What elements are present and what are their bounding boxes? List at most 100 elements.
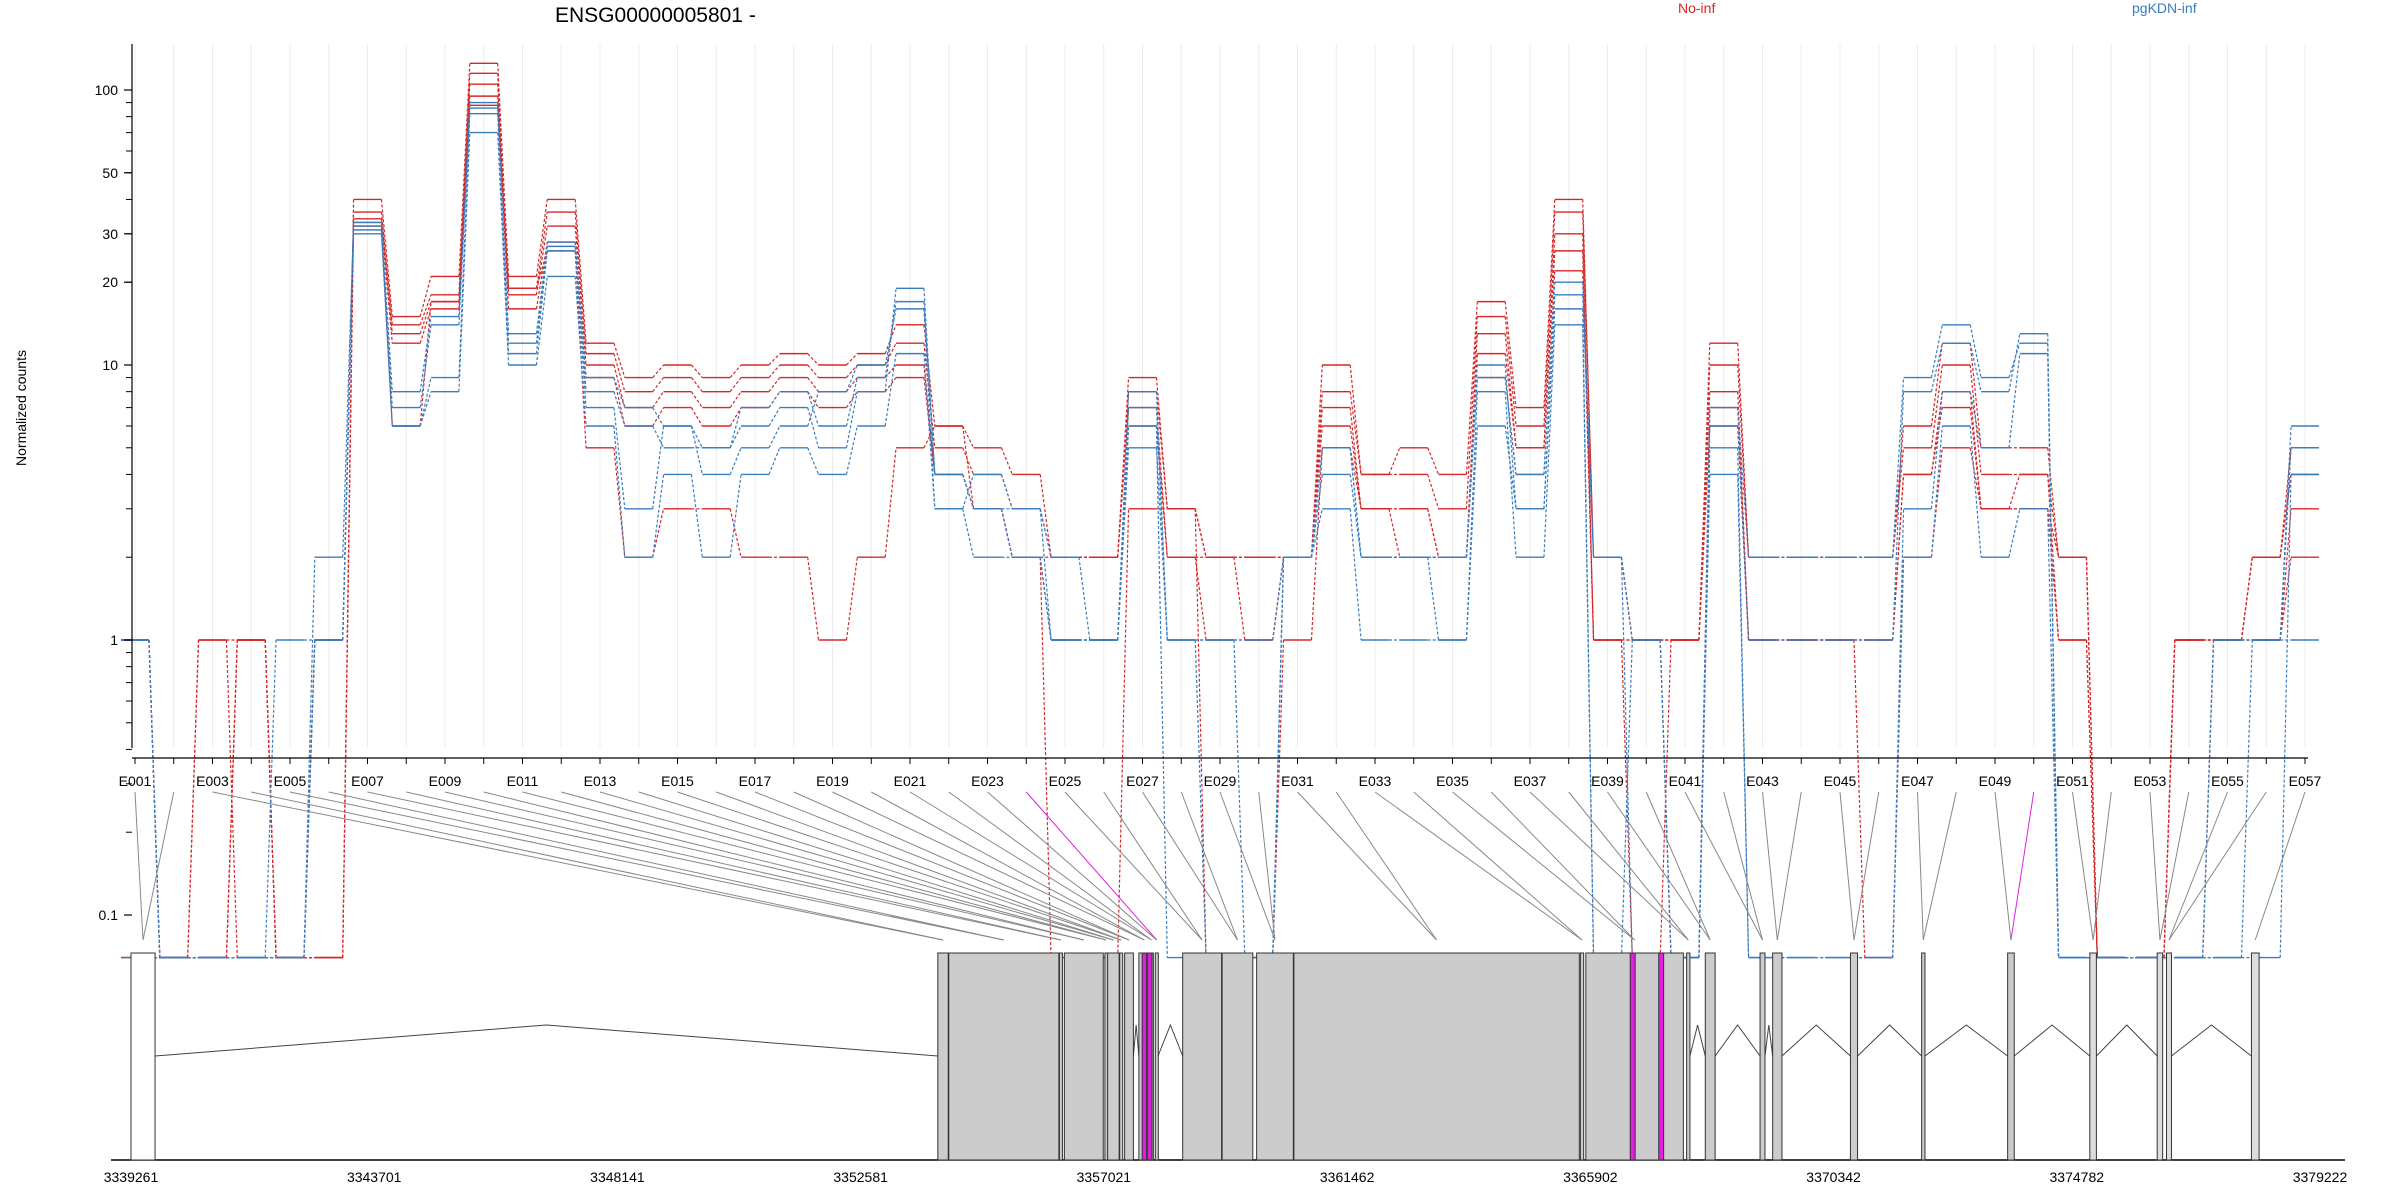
data-transition [729, 508, 742, 558]
exon-connector [2159, 791, 2190, 941]
x-tick-label: E043 [1746, 773, 1779, 789]
data-transition [1969, 343, 1982, 448]
data-transition [458, 132, 471, 392]
exon-connector [2149, 791, 2161, 941]
exon-connector [1607, 791, 1711, 941]
data-transition [1039, 508, 1052, 641]
x-tick-label: E001 [119, 773, 152, 789]
data-transition [264, 639, 277, 958]
data-transition [845, 364, 858, 392]
genomic-coordinate-label: 3348141 [590, 1169, 645, 1185]
exon-connector [1490, 791, 1635, 941]
data-transition [1853, 639, 1866, 958]
data-transition [1620, 639, 1633, 958]
data-transition [574, 250, 587, 408]
exon-box [130, 952, 156, 1161]
data-transition [535, 211, 548, 289]
data-transition [807, 407, 820, 448]
data-transition [1272, 557, 1285, 641]
exon-connector [522, 791, 1107, 941]
legend-pgkdn-inf: pgKDN-inf [2132, 0, 2197, 16]
data-transition [342, 233, 355, 641]
y-tick-label: 100 [95, 82, 119, 98]
exon-connector [1413, 791, 1583, 941]
data-transition [1388, 447, 1401, 475]
exon-box [2156, 952, 2164, 1161]
data-transition [923, 377, 936, 475]
data-transition [807, 447, 820, 475]
data-transition [2279, 447, 2292, 558]
data-transition [652, 391, 665, 408]
data-transition [2047, 474, 2060, 641]
data-transition [807, 391, 820, 427]
x-tick-label: E013 [584, 773, 617, 789]
data-transition [2047, 474, 2060, 558]
data-transition [574, 241, 587, 378]
data-transition [2008, 474, 2021, 509]
intron-line [1689, 1024, 1706, 1057]
data-transition [1698, 343, 1711, 641]
data-transition [1930, 324, 1943, 378]
data-transition [303, 639, 316, 958]
exon-box [1256, 952, 1294, 1161]
data-transition [1543, 250, 1556, 448]
data-transition [380, 218, 393, 334]
data-transition [2047, 508, 2060, 641]
data-transition [1930, 391, 1943, 475]
data-transition [1000, 508, 1013, 558]
intron-line [1157, 1023, 1184, 1057]
data-transition [1543, 308, 1556, 509]
x-tick-label: E021 [894, 773, 927, 789]
exon-box [1119, 952, 1124, 1161]
data-transition [1504, 316, 1517, 427]
exon-box [937, 952, 949, 1161]
data-transition [652, 377, 665, 393]
data-transition [1349, 425, 1362, 509]
exon-box [2166, 952, 2172, 1161]
data-transition [1930, 407, 1943, 475]
data-transition [1349, 447, 1362, 509]
data-transition [729, 391, 742, 408]
data-transition [380, 229, 393, 427]
exon-connector [909, 791, 1152, 941]
data-transition [342, 222, 355, 558]
data-transition [1582, 282, 1595, 558]
data-transition [1543, 211, 1556, 427]
data-transition [2163, 639, 2176, 958]
data-transition [497, 84, 510, 295]
exon-box [2089, 952, 2097, 1161]
exon-connector [1025, 791, 1158, 941]
x-tick-label: E047 [1901, 773, 1934, 789]
exon-connector [1452, 791, 1635, 941]
data-transition [1039, 474, 1052, 558]
data-transition [884, 353, 897, 427]
intron-line [1132, 1024, 1140, 1057]
data-transition [574, 250, 587, 448]
exon-connector [142, 791, 175, 941]
data-transition [845, 377, 858, 427]
data-transition [1659, 639, 1672, 958]
x-tick-label: E011 [507, 773, 539, 789]
data-transition [768, 377, 781, 393]
data-transition [1620, 639, 1633, 958]
data-transition [690, 474, 703, 558]
data-transition [1504, 391, 1517, 558]
exon-connector [638, 791, 1114, 941]
data-transition [2202, 639, 2215, 958]
data-transition [2047, 508, 2060, 558]
x-tick-label: E033 [1359, 773, 1392, 789]
data-transition [1388, 508, 1401, 558]
data-transition [1504, 425, 1517, 509]
exon-box [1293, 952, 1580, 1161]
data-transition [1465, 301, 1478, 475]
x-tick-label: E055 [2211, 773, 2244, 789]
data-transition [1117, 447, 1130, 641]
data-transition [1194, 508, 1207, 558]
data-transition [1659, 639, 1672, 958]
data-transition [613, 377, 626, 408]
data-transition [2240, 557, 2253, 641]
data-transition [1969, 447, 1982, 509]
data-transition [1543, 282, 1556, 475]
x-tick-label: E037 [1514, 773, 1547, 789]
x-tick-label: E027 [1126, 773, 1159, 789]
